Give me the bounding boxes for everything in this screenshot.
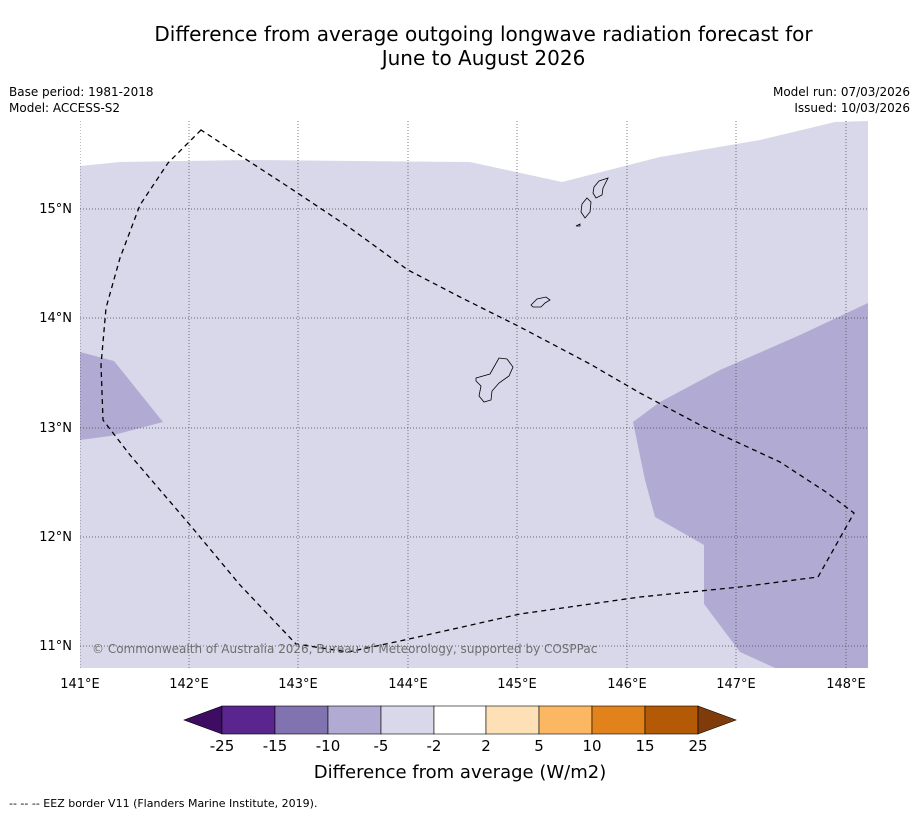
model-run-text: Model run: 07/03/2026 [772, 85, 910, 99]
graticule [80, 121, 868, 668]
colorbar-bin [327, 705, 382, 735]
colorbar-bin [485, 705, 540, 735]
lon-label: 144°E [388, 677, 428, 692]
lon-label: 147°E [716, 677, 756, 692]
lat-axis-labels: 15°N 14°N 13°N 12°N 11°N [39, 202, 72, 654]
lat-label: 15°N [39, 202, 72, 217]
colorbar-extend-low [183, 705, 223, 735]
colorbar-tick-labels: -25 -15 -10 -5 -2 2 5 10 15 25 [210, 737, 708, 755]
meta-left: Base period: 1981-2018 Model: ACCESS-S2 [9, 84, 154, 116]
colorbar-tick: -10 [316, 737, 341, 755]
island-tinian [580, 197, 592, 219]
eez-border [100, 129, 855, 653]
lon-label: 148°E [826, 677, 866, 692]
colorbar-tick: 10 [582, 737, 601, 755]
lon-label: 141°E [60, 677, 100, 692]
lon-axis-labels: 141°E 142°E 143°E 144°E 145°E 146°E 147°… [60, 677, 866, 692]
base-period-text: Base period: 1981-2018 [9, 85, 154, 99]
map-panel: © Commonwealth of Australia 2026, Bureau… [80, 121, 868, 668]
anomaly-region-light [80, 121, 868, 668]
chart-title: Difference from average outgoing longwav… [0, 22, 919, 70]
anomaly-region-mid-east [633, 303, 868, 668]
colorbar-bin [221, 705, 276, 735]
island-guam [475, 357, 514, 403]
colorbar-tick: 2 [481, 737, 491, 755]
lon-label: 142°E [169, 677, 209, 692]
colorbar-bin [433, 705, 487, 735]
lat-label: 14°N [39, 311, 72, 326]
eez-footnote: -- -- -- EEZ border V11 (Flanders Marine… [9, 797, 318, 810]
lon-label: 143°E [278, 677, 318, 692]
title-line-1: Difference from average outgoing longwav… [154, 22, 813, 46]
colorbar-bin [274, 705, 329, 735]
colorbar-tick: 15 [635, 737, 654, 755]
colorbar-bin [644, 705, 699, 735]
colorbar [183, 705, 737, 735]
model-text: Model: ACCESS-S2 [9, 101, 121, 115]
colorbar-tick: -2 [427, 737, 442, 755]
island-rota [530, 296, 551, 308]
issued-text: Issued: 10/03/2026 [794, 101, 910, 115]
colorbar-tick: -15 [263, 737, 288, 755]
colorbar-tick: 5 [534, 737, 544, 755]
lat-label: 12°N [39, 530, 72, 545]
colorbar-bin [538, 705, 593, 735]
colorbar-extend-high [697, 705, 737, 735]
colorbar-tick: -25 [210, 737, 235, 755]
lon-label: 146°E [607, 677, 647, 692]
colorbar-title: Difference from average (W/m2) [314, 762, 606, 783]
copyright-text: © Commonwealth of Australia 2026, Bureau… [92, 642, 597, 656]
colorbar-bin [380, 705, 435, 735]
lat-label: 11°N [39, 639, 72, 654]
title-line-2: June to August 2026 [381, 46, 586, 70]
lat-label: 13°N [39, 421, 72, 436]
colorbar-tick: 25 [688, 737, 707, 755]
colorbar-bin [591, 705, 646, 735]
meta-right: Model run: 07/03/2026 Issued: 10/03/2026 [773, 84, 910, 116]
island-aguijan [575, 223, 581, 227]
island-saipan [592, 177, 609, 199]
islands [475, 177, 609, 403]
lon-label: 145°E [497, 677, 537, 692]
colorbar-tick: -5 [374, 737, 389, 755]
